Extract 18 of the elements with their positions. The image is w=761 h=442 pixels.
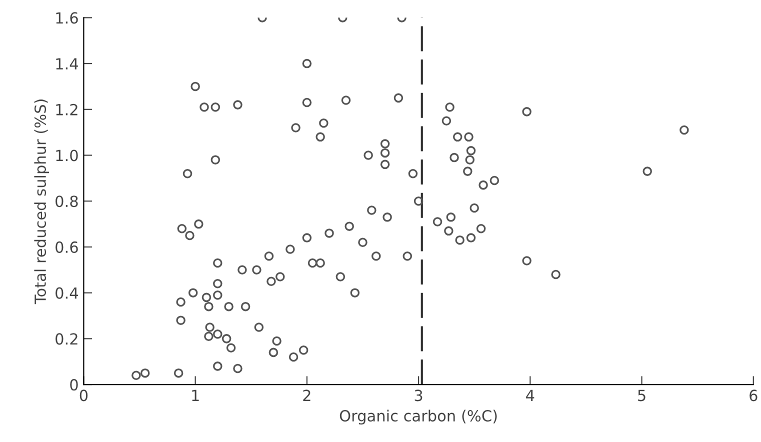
y-tick-label: 1.6	[56, 12, 78, 24]
y-axis-title: Total reduced sulphur (%S)	[34, 100, 49, 304]
x-tick-label: 3	[414, 390, 422, 402]
x-tick-label: 2	[303, 390, 310, 402]
y-tick-label: 0.4	[56, 287, 78, 299]
y-tick-label: 0.2	[56, 333, 78, 345]
x-tick-label: 4	[526, 390, 534, 402]
x-tick-label: 6	[750, 390, 758, 402]
x-axis-title: Organic carbon (%C)	[340, 410, 497, 425]
x-tick-label: 0	[80, 390, 88, 402]
x-tick-label: 1	[192, 390, 199, 402]
y-tick-label: 0.8	[56, 196, 78, 208]
y-tick-label: 0.6	[56, 241, 78, 253]
y-tick-label: 1.0	[56, 150, 78, 162]
y-tick-label: 1.4	[56, 58, 78, 70]
y-tick-label: 0	[70, 379, 78, 391]
y-tick-label: 1.2	[56, 104, 78, 116]
x-tick-label: 5	[638, 390, 646, 402]
